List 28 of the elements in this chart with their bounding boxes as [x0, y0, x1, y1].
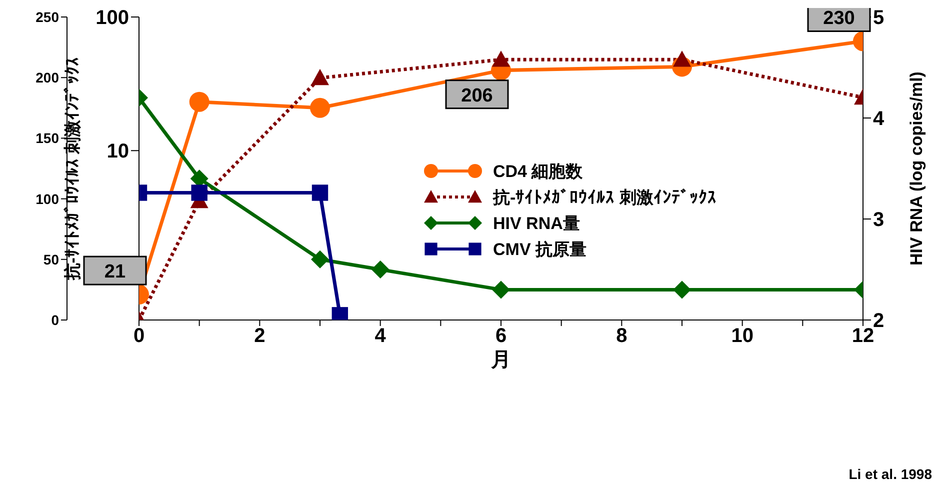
y3-tick-label: 0 [51, 312, 60, 328]
y2-tick-label: 3 [873, 209, 884, 232]
point [492, 50, 510, 67]
data-label: 206 [461, 85, 493, 106]
data-label: 21 [104, 262, 126, 283]
y3-tick-label: 250 [36, 8, 60, 25]
y2-tick-label: 2 [873, 310, 884, 332]
y3-tick-label: 200 [36, 70, 60, 86]
legend-label: 抗-ｻｲﾄﾒｶﾞﾛｳｲﾙｽ 刺激ｲﾝﾃﾞｯｸｽ [493, 186, 716, 208]
y3-tick-label: 50 [43, 251, 60, 268]
x-tick-label: 12 [852, 325, 874, 348]
data-label: 230 [823, 8, 855, 30]
x-tick-label: 0 [133, 325, 145, 348]
text: Li et al. 1998 [848, 466, 932, 482]
y3-tick-label: 150 [36, 130, 60, 146]
x-tick-label: 10 [731, 325, 754, 348]
x-tick-label: 8 [616, 325, 628, 348]
legend-label: HIV RNA量 [493, 212, 580, 234]
y2-tick-label: 5 [873, 7, 884, 30]
y2-axis-title: HIV RNA (log copies/ml) [907, 72, 926, 266]
y2-tick-label: 4 [873, 108, 885, 130]
legend-label: CMV 抗原量 [493, 238, 586, 260]
legend-label: CD4 細胞数 [493, 160, 583, 182]
x-tick-label: 4 [374, 325, 387, 348]
x-axis-title: 月 [490, 349, 511, 371]
x-tick-label: 2 [254, 325, 266, 348]
x-tick-label: 6 [495, 325, 507, 348]
y3-tick-label: 100 [36, 190, 60, 207]
